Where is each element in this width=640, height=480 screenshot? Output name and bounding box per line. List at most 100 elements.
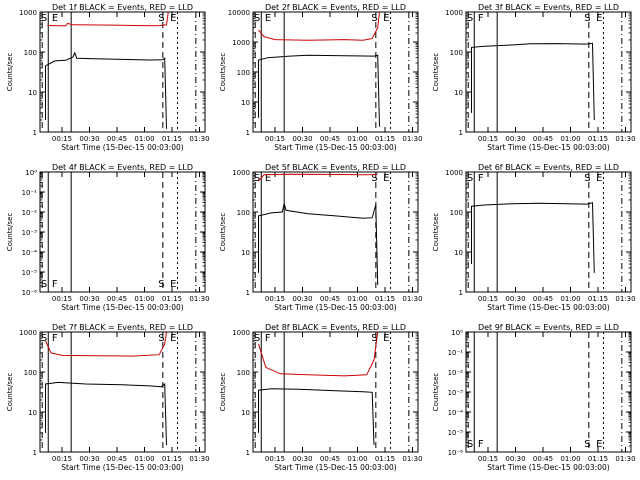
event-label: S xyxy=(254,333,260,344)
series-lld-line xyxy=(258,331,379,377)
x-axis-label: Start Time (15-Dec-15 00:03:00) xyxy=(274,303,396,312)
x-tick-label: 00:45 xyxy=(533,135,553,143)
x-tick-label: 01:30 xyxy=(189,135,209,143)
panel-det-3: Det 3f BLACK = Events, RED = LLD 1 10 100 10… xyxy=(432,3,636,152)
event-label: S xyxy=(371,173,377,184)
event-label: E xyxy=(170,333,176,344)
panel-det-2: Det 2f BLACK = Events, RED = LLD 1 10 100 10… xyxy=(219,3,423,152)
event-label: S xyxy=(467,173,473,184)
series-lld-line xyxy=(47,11,169,27)
event-label: E xyxy=(596,13,602,24)
y-tick-label: 100 xyxy=(237,369,250,377)
plot-frame xyxy=(39,331,206,453)
x-tick-label: 01:15 xyxy=(588,295,608,303)
y-axis-label: Counts/sec xyxy=(219,373,227,412)
x-axis-label: Start Time (15-Dec-15 00:03:00) xyxy=(61,143,183,152)
x-tick-label: 00:45 xyxy=(107,455,127,463)
panel-det-6: Det 6f BLACK = Events, RED = LLD 1 10 100 10… xyxy=(432,163,636,312)
x-tick-label: 00:30 xyxy=(505,455,525,463)
y-tick-label: 100 xyxy=(237,209,250,217)
event-label: F xyxy=(52,333,58,344)
event-label: S xyxy=(467,439,473,450)
x-tick-label: 01:15 xyxy=(162,455,182,463)
x-tick-label: 00:15 xyxy=(52,455,72,463)
x-tick-label: 01:30 xyxy=(402,295,422,303)
event-label: F xyxy=(478,173,484,184)
x-tick-label: 00:15 xyxy=(265,295,285,303)
event-label: E xyxy=(170,279,176,290)
event-label: S xyxy=(371,13,377,24)
series-events-line xyxy=(471,202,595,273)
x-tick-label: 00:30 xyxy=(292,135,312,143)
event-label: E xyxy=(383,173,389,184)
event-label: S xyxy=(584,439,590,450)
x-tick-label: 00:30 xyxy=(292,295,312,303)
y-tick-label: 1000 xyxy=(19,329,37,337)
x-tick-label: 00:45 xyxy=(320,295,340,303)
y-axis-label: Counts/sec xyxy=(219,213,227,252)
x-axis-label: Start Time (15-Dec-15 00:03:00) xyxy=(487,463,609,472)
event-label: S xyxy=(467,13,473,24)
y-tick-label: 10⁻⁶ xyxy=(22,289,38,297)
event-label: S xyxy=(158,333,164,344)
panel-title: Det 8f BLACK = Events, RED = LLD xyxy=(265,323,406,332)
event-label: S xyxy=(41,13,47,24)
x-tick-label: 01:15 xyxy=(375,455,395,463)
x-tick-label: 01:00 xyxy=(134,295,154,303)
series-events-line xyxy=(258,203,379,286)
event-label: E xyxy=(265,13,271,24)
event-label: S xyxy=(371,333,377,344)
y-tick-label: 1000 xyxy=(232,39,250,47)
y-tick-label: 1000 xyxy=(445,169,463,177)
y-axis-label: Counts/sec xyxy=(6,53,14,92)
panel-det-9: Det 9f BLACK = Events, RED = LLD 10⁻⁶ 10⁻⁵… xyxy=(432,323,636,472)
y-tick-label: 1000 xyxy=(445,9,463,17)
y-axis-label: Counts/sec xyxy=(432,373,440,412)
x-tick-label: 00:45 xyxy=(533,455,553,463)
x-axis-label: Start Time (15-Dec-15 00:03:00) xyxy=(274,143,396,152)
x-tick-label: 00:30 xyxy=(79,455,99,463)
event-label: S xyxy=(254,13,260,24)
y-axis-label: Counts/sec xyxy=(432,53,440,92)
y-tick-label: 10 xyxy=(454,89,463,97)
panel-title: Det 7f BLACK = Events, RED = LLD xyxy=(52,323,193,332)
x-axis-label: Start Time (15-Dec-15 00:03:00) xyxy=(61,303,183,312)
panel-det-7: Det 7f BLACK = Events, RED = LLD 1 10 100 10… xyxy=(6,323,210,472)
plot-frame xyxy=(465,171,632,293)
x-tick-label: 00:30 xyxy=(505,135,525,143)
x-axis-label: Start Time (15-Dec-15 00:03:00) xyxy=(274,463,396,472)
x-tick-label: 00:15 xyxy=(478,295,498,303)
event-label: S xyxy=(41,279,47,290)
x-tick-label: 01:00 xyxy=(347,295,367,303)
y-tick-label: 10⁻² xyxy=(448,369,464,377)
x-tick-label: 01:15 xyxy=(375,135,395,143)
event-label: F xyxy=(265,333,271,344)
y-tick-label: 10 xyxy=(28,409,37,417)
event-label: E xyxy=(383,13,389,24)
y-tick-label: 10 xyxy=(241,99,250,107)
x-tick-label: 01:15 xyxy=(162,135,182,143)
x-tick-label: 01:15 xyxy=(162,295,182,303)
y-tick-label: 1 xyxy=(246,129,250,137)
y-tick-label: 10⁻³ xyxy=(448,389,464,397)
x-tick-label: 00:15 xyxy=(52,135,72,143)
panel-det-5: Det 5f BLACK = Events, RED = LLD 1 10 100 10… xyxy=(219,163,423,312)
y-tick-label: 10⁻³ xyxy=(22,229,38,237)
x-tick-label: 01:15 xyxy=(588,455,608,463)
event-label: S xyxy=(254,173,260,184)
x-tick-label: 00:45 xyxy=(107,295,127,303)
x-tick-label: 01:15 xyxy=(588,135,608,143)
y-tick-label: 100 xyxy=(237,69,250,77)
plot-frame xyxy=(39,171,206,293)
x-tick-label: 01:30 xyxy=(615,455,635,463)
y-tick-label: 10⁰ xyxy=(451,329,463,337)
series-events-line xyxy=(258,388,375,446)
plot-frame xyxy=(465,11,632,133)
event-label: S xyxy=(158,279,164,290)
event-label: S xyxy=(41,333,47,344)
series-events-line xyxy=(258,54,380,127)
y-tick-label: 10 xyxy=(241,249,250,257)
panel-title: Det 5f BLACK = Events, RED = LLD xyxy=(265,163,406,172)
x-tick-label: 01:15 xyxy=(375,295,395,303)
x-tick-label: 01:00 xyxy=(134,455,154,463)
